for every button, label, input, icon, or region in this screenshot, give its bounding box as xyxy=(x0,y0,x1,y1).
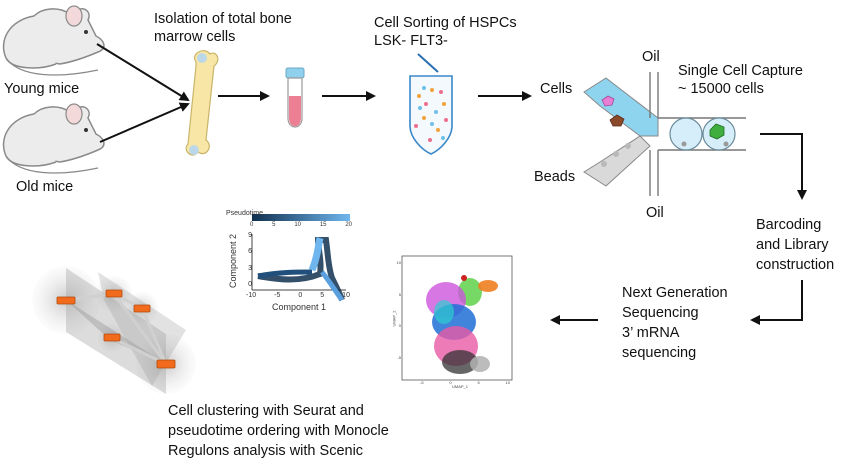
test-tube-icon xyxy=(285,67,305,128)
sorting-label-line2: LSK- FLT3- xyxy=(374,33,448,49)
cell-sorting-tube-icon xyxy=(409,53,453,155)
analysis-label-line1: Cell clustering with Seurat and xyxy=(168,403,364,419)
oil-top-label: Oil xyxy=(642,49,660,65)
ngs-label-line4: sequencing xyxy=(622,345,697,361)
isolation-label-line1: Isolation of total bone xyxy=(154,11,292,27)
y-tick: 6 xyxy=(248,248,252,256)
y-tick: 0 xyxy=(248,280,252,288)
x-tick: 10 xyxy=(505,380,510,385)
pseudotime-x-ticks: -10 -5 0 5 10 xyxy=(246,292,350,299)
barcoding-label-line1: Barcoding xyxy=(756,217,822,233)
young-mouse-icon xyxy=(2,5,105,76)
x-tick: 5 xyxy=(320,292,325,299)
y-tick: 0 xyxy=(398,323,401,329)
y-tick: 10 xyxy=(396,260,401,265)
capture-label-line1: Single Cell Capture xyxy=(678,63,803,79)
legend-tick: 0 xyxy=(250,222,254,228)
cells-label: Cells xyxy=(540,81,573,97)
oil-bottom-label: Oil xyxy=(646,205,664,221)
analysis-label-line2: pseudotime ordering with Monocle xyxy=(168,423,389,439)
arrow-young-to-bone xyxy=(96,43,190,102)
arrow-old-to-bone xyxy=(99,102,190,143)
umap-x-ticks: -5 0 5 10 xyxy=(420,380,510,385)
microfluidic-chip xyxy=(583,72,746,196)
sorting-label-line1: Cell Sorting of HSPCs xyxy=(374,15,517,31)
regulon-network xyxy=(32,266,196,394)
pseudotime-y-label: Component 2 xyxy=(228,233,239,289)
pseudotime-colorbar xyxy=(252,214,350,221)
arrow-capture-to-barcoding xyxy=(760,133,807,200)
bone-icon xyxy=(185,50,219,156)
umap-y-ticks: 10 5 0 -5 xyxy=(394,260,401,360)
legend-tick: 5 xyxy=(272,222,276,228)
umap-x-label: UMAP_1 xyxy=(452,384,469,389)
legend-tick: 10 xyxy=(294,222,301,228)
x-tick: -5 xyxy=(274,292,281,299)
pseudotime-y-ticks: 9 6 3 0 xyxy=(244,232,252,288)
analysis-label-line3: Regulons analysis with Scenic xyxy=(168,443,364,459)
pseudotime-legend-ticks: 0 5 10 15 20 xyxy=(250,222,352,228)
x-tick: 10 xyxy=(342,292,350,299)
ngs-label-line2: Sequencing xyxy=(622,305,699,321)
x-tick: -5 xyxy=(420,380,424,385)
legend-tick: 20 xyxy=(345,222,352,228)
pseudotime-x-label: Component 1 xyxy=(272,302,327,312)
y-tick: 5 xyxy=(398,291,401,297)
barcoding-label-line2: and Library xyxy=(756,237,829,253)
isolation-label-line2: marrow cells xyxy=(154,29,236,45)
y-tick: 9 xyxy=(248,232,252,239)
arrow-barcoding-to-ngs xyxy=(750,280,803,325)
young-mice-label: Young mice xyxy=(4,81,80,97)
pseudotime-legend-title: Pseudotime xyxy=(226,210,263,217)
x-tick: -10 xyxy=(246,292,257,299)
y-tick: 3 xyxy=(248,264,252,272)
x-tick: 5 xyxy=(477,380,480,385)
legend-tick: 15 xyxy=(319,222,327,228)
old-mice-label: Old mice xyxy=(16,179,74,195)
x-tick: 0 xyxy=(449,380,452,385)
pseudotime-plot xyxy=(251,214,350,302)
x-tick: 0 xyxy=(298,292,303,299)
beads-label: Beads xyxy=(534,169,576,185)
old-mouse-icon xyxy=(2,103,105,174)
barcoding-label-line3: construction xyxy=(756,257,835,273)
ngs-label-line1: Next Generation xyxy=(622,285,728,301)
y-tick: -5 xyxy=(397,354,401,360)
ngs-label-line3: 3’ mRNA xyxy=(622,325,680,341)
capture-label-line2: ~ 15000 cells xyxy=(678,81,764,97)
umap-plot xyxy=(401,255,513,381)
